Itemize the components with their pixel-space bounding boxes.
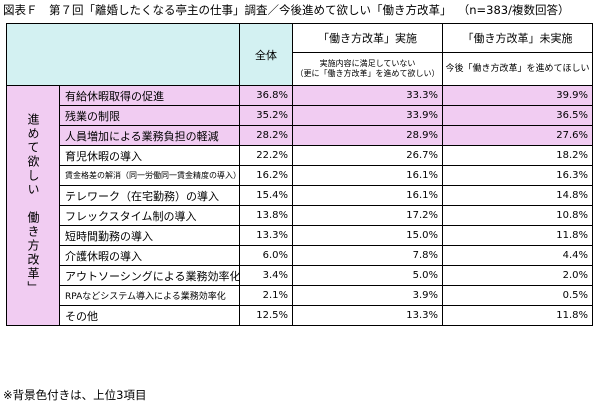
value-implemented: 28.9% — [292, 125, 443, 146]
header-implemented-sub-line1: 実施内容に満足していない — [319, 59, 416, 68]
header-not-implemented: 「働き方改革」未実施 — [442, 23, 593, 53]
value-implemented: 5.0% — [292, 265, 443, 286]
row-label: 介護休暇の導入 — [59, 245, 240, 266]
table-row: 介護休暇の導入 6.0% 7.8% 4.4% — [7, 245, 593, 266]
header-implemented: 「働き方改革」実施 — [292, 23, 443, 53]
value-not-implemented: 39.9% — [442, 85, 593, 106]
value-implemented: 16.1% — [292, 185, 443, 206]
value-total: 22.2% — [239, 145, 293, 166]
row-label: 人員増加による業務負担の軽減 — [59, 125, 240, 146]
title-main: 図表Ｆ 第７回「離婚したくなる亭主の仕事」調査／今後進めて欲しい「働き方改革」 — [3, 3, 452, 17]
value-not-implemented: 4.4% — [442, 245, 593, 266]
value-total: 3.4% — [239, 265, 293, 286]
row-label: テレワーク（在宅勤務）の導入 — [59, 185, 240, 206]
value-implemented: 3.9% — [292, 285, 443, 306]
value-total: 16.2% — [239, 165, 293, 186]
value-total: 12.5% — [239, 305, 293, 326]
value-total: 13.3% — [239, 225, 293, 246]
footnote: ※背景色付きは、上位3項目 — [3, 388, 147, 402]
row-label: RPAなどシステム導入による業務効率化 — [59, 285, 240, 306]
value-implemented: 7.8% — [292, 245, 443, 266]
row-label: その他 — [59, 305, 240, 326]
table-row: アウトソーシングによる業務効率化 3.4% 5.0% 2.0% — [7, 265, 593, 286]
header-total: 全体 — [239, 23, 293, 86]
value-implemented: 17.2% — [292, 205, 443, 226]
header-row-top: 全体 「働き方改革」実施 「働き方改革」未実施 — [6, 23, 593, 86]
value-not-implemented: 14.8% — [442, 185, 593, 206]
row-label: フレックスタイム制の導入 — [59, 205, 240, 226]
table-row: 育児休暇の導入 22.2% 26.7% 18.2% — [7, 145, 593, 166]
header-not-implemented-sub: 今後「働き方改革」を進めてほしい — [442, 52, 593, 86]
side-label: 進めて欲しい 働き方改革」 — [26, 113, 40, 295]
table-row: RPAなどシステム導入による業務効率化 2.1% 3.9% 0.5% — [7, 285, 593, 306]
header-implemented-sub: 実施内容に満足していない （更に「働き方改革」を進めて欲しい） — [292, 52, 443, 86]
header-corner — [6, 23, 240, 86]
row-label: 短時間勤務の導入 — [59, 225, 240, 246]
value-not-implemented: 36.5% — [442, 105, 593, 126]
table-row: その他 12.5% 13.3% 11.8% — [7, 305, 593, 326]
row-label: 育児休暇の導入 — [59, 145, 240, 166]
value-implemented: 15.0% — [292, 225, 443, 246]
value-total: 15.4% — [239, 185, 293, 206]
table-row: テレワーク（在宅勤務）の導入 15.4% 16.1% 14.8% — [7, 185, 593, 206]
value-not-implemented: 10.8% — [442, 205, 593, 226]
value-not-implemented: 18.2% — [442, 145, 593, 166]
side-label-cell: 進めて欲しい 働き方改革」 — [6, 85, 60, 326]
sample-size: （n=383/複数回答） — [463, 3, 570, 17]
row-label: 有給休暇取得の促進 — [59, 85, 240, 106]
table-row: 人員増加による業務負担の軽減 28.2% 28.9% 27.6% — [7, 125, 593, 146]
value-not-implemented: 27.6% — [442, 125, 593, 146]
value-not-implemented: 0.5% — [442, 285, 593, 306]
table-row: フレックスタイム制の導入 13.8% 17.2% 10.8% — [7, 205, 593, 226]
value-not-implemented: 16.3% — [442, 165, 593, 186]
value-total: 13.8% — [239, 205, 293, 226]
value-implemented: 33.9% — [292, 105, 443, 126]
header-implemented-sub-line2: （更に「働き方改革」を進めて欲しい） — [295, 69, 440, 78]
value-total: 6.0% — [239, 245, 293, 266]
row-label: 賃金格差の解消（同一労働同一賃金精度の導入） — [59, 165, 240, 186]
row-label: アウトソーシングによる業務効率化 — [59, 265, 240, 286]
value-implemented: 26.7% — [292, 145, 443, 166]
value-not-implemented: 2.0% — [442, 265, 593, 286]
survey-table: 全体 「働き方改革」実施 「働き方改革」未実施 実施内容に満足していない （更に… — [6, 23, 593, 326]
table-row: 短時間勤務の導入 13.3% 15.0% 11.8% — [7, 225, 593, 246]
row-label: 残業の制限 — [59, 105, 240, 126]
table-title: 図表Ｆ 第７回「離婚したくなる亭主の仕事」調査／今後進めて欲しい「働き方改革」 （… — [3, 2, 570, 18]
table-row: 残業の制限 35.2% 33.9% 36.5% — [7, 105, 593, 126]
value-not-implemented: 11.8% — [442, 225, 593, 246]
value-implemented: 33.3% — [292, 85, 443, 106]
value-not-implemented: 11.8% — [442, 305, 593, 326]
value-implemented: 16.1% — [292, 165, 443, 186]
value-total: 35.2% — [239, 105, 293, 126]
value-total: 36.8% — [239, 85, 293, 106]
header-row-sub: 実施内容に満足していない （更に「働き方改革」を進めて欲しい） 今後「働き方改革… — [7, 52, 593, 86]
table-row: 賃金格差の解消（同一労働同一賃金精度の導入） 16.2% 16.1% 16.3% — [7, 165, 593, 186]
value-implemented: 13.3% — [292, 305, 443, 326]
table-row: 進めて欲しい 働き方改革」 有給休暇取得の促進 36.8% 33.3% 39.9% — [6, 85, 593, 326]
value-total: 2.1% — [239, 285, 293, 306]
value-total: 28.2% — [239, 125, 293, 146]
